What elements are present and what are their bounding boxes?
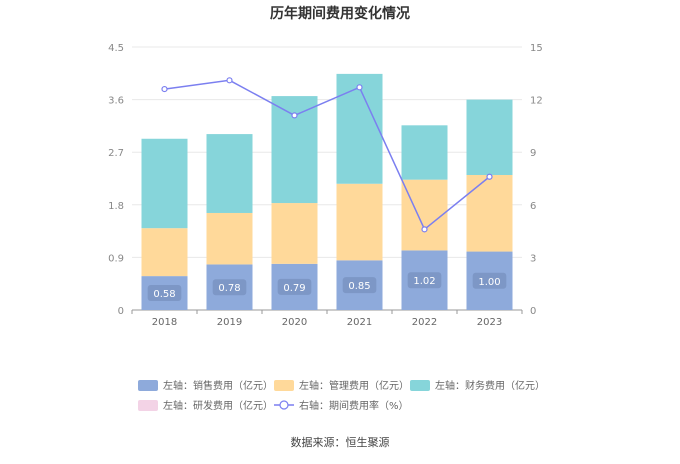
x-axis-tick-label: 2019	[217, 317, 242, 328]
legend-label: 左轴：财务费用（亿元）	[435, 379, 545, 392]
data-label-background	[277, 278, 312, 295]
right-axis-tick-label: 6	[530, 201, 536, 212]
rate-point	[486, 173, 493, 180]
x-axis-tick-label: 2021	[347, 317, 372, 328]
legend-line-marker	[279, 400, 289, 410]
data-label: 0.58	[153, 289, 175, 300]
bar-segment	[401, 125, 448, 180]
data-label: 1.02	[413, 276, 435, 287]
left-axis-tick-label: 1.8	[108, 201, 124, 212]
legend-label: 左轴：研发费用（亿元）	[163, 399, 273, 412]
rate-line	[164, 79, 490, 231]
legend-swatch	[138, 400, 158, 411]
legend-swatch	[274, 380, 294, 391]
legend-label: 右轴：期间费用率（%）	[299, 399, 409, 412]
data-label-background	[147, 285, 182, 302]
bar-segment	[141, 138, 188, 229]
data-label: 0.79	[283, 283, 305, 294]
data-label: 1.00	[478, 277, 500, 288]
legend-swatch	[410, 380, 430, 391]
rate-point	[291, 112, 298, 119]
bar-segment	[401, 179, 448, 251]
bar-series: 0.58 0.78 0.79 0.85 1.02 1.00	[141, 73, 513, 310]
x-axis-tick-label: 2023	[477, 317, 502, 328]
right-axis-tick-label: 9	[530, 148, 536, 159]
rate-point	[356, 84, 363, 91]
bar-segment	[466, 99, 513, 175]
legend-label: 左轴：管理费用（亿元）	[299, 379, 409, 392]
right-axis-tick-label: 0	[530, 306, 536, 317]
right-axis-tick-label: 12	[530, 96, 543, 107]
rate-point	[161, 85, 168, 93]
left-axis-tick-label: 4.5	[108, 43, 124, 54]
bar-segment	[336, 73, 383, 184]
bar-segment	[271, 203, 318, 264]
data-label-background	[212, 279, 247, 296]
bar-segment	[336, 183, 383, 261]
right-axis-tick-label: 15	[530, 43, 543, 54]
bar-segment	[271, 96, 318, 204]
x-axis-tick-label: 2020	[282, 317, 307, 328]
legend: 左轴：销售费用（亿元） 左轴：管理费用（亿元） 左轴：财务费用（亿元） 左轴：研发费用…	[138, 379, 545, 412]
bar-segment	[206, 212, 253, 265]
data-label-background	[472, 272, 507, 289]
source-note: 数据来源：恒生聚源	[291, 435, 390, 449]
data-label-background	[342, 277, 377, 294]
grid-lines	[132, 46, 522, 258]
axes: 0 0.9 1.8 2.7 3.6 4.5 0 3 6 9 12 15 2018 2019 2020 2021…	[108, 43, 543, 328]
bar-segment	[466, 174, 513, 252]
data-label: 0.78	[218, 283, 240, 294]
legend-label: 左轴：销售费用（亿元）	[163, 379, 273, 392]
rate-point	[421, 226, 428, 233]
bar-segment	[206, 134, 253, 213]
left-axis-tick-label: 0	[118, 306, 124, 317]
data-label: 0.85	[348, 281, 370, 292]
legend-swatch	[138, 380, 158, 391]
x-axis-tick-label: 2022	[412, 317, 437, 328]
right-axis-tick-label: 3	[530, 253, 536, 264]
chart-title: 历年期间费用变化情况	[270, 5, 410, 22]
left-axis-tick-label: 2.7	[108, 148, 124, 159]
left-axis-tick-label: 0.9	[108, 253, 124, 264]
rate-point	[226, 77, 233, 84]
left-axis-tick-label: 3.6	[108, 96, 124, 107]
x-axis-tick-label: 2018	[152, 317, 177, 328]
bar-segment	[141, 228, 188, 277]
line-series	[161, 77, 493, 233]
data-label-background	[407, 272, 442, 289]
